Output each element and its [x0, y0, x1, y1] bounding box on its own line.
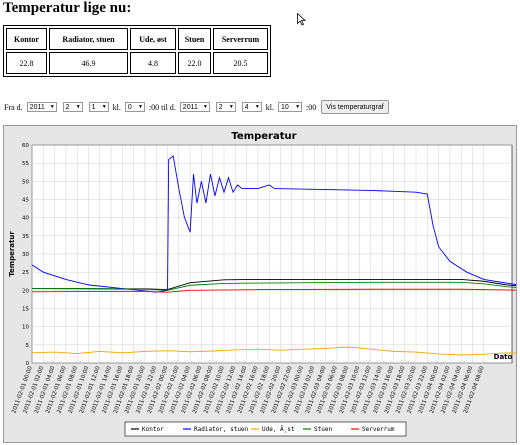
y-axis-label: Temperatur — [8, 231, 16, 277]
y-tick-label: 10 — [22, 325, 29, 331]
to-kl-label: kl. — [265, 102, 275, 112]
to-day-select[interactable]: 4 ▼ — [241, 102, 262, 112]
value-ude: 4.8 — [130, 52, 176, 74]
y-tick-label: 60 — [22, 143, 29, 149]
col-header-stuen: Stuen — [178, 28, 211, 50]
from-year-select[interactable]: 2011 ▼ — [26, 102, 57, 112]
chevron-down-icon: ▼ — [254, 104, 260, 110]
y-tick-label: 20 — [22, 288, 29, 294]
legend-label-3: Stuen — [314, 426, 332, 433]
y-tick-label: 25 — [22, 270, 29, 276]
series-line-1 — [31, 155, 516, 293]
y-tick-label: 30 — [22, 252, 29, 258]
value-stuen: 22.0 — [178, 52, 211, 74]
series-line-3 — [31, 281, 516, 291]
from-day-select[interactable]: 1 ▼ — [88, 102, 109, 112]
y-tick-label: 55 — [22, 161, 29, 167]
legend-label-1: Radiator, stuen — [194, 426, 249, 433]
series-line-0 — [32, 278, 516, 291]
legend-label-0: Kontor — [142, 426, 164, 433]
legend-label-4: Serverrum — [362, 426, 395, 433]
page-heading: Temperatur lige nu: — [3, 0, 132, 16]
chevron-down-icon: ▼ — [75, 104, 81, 110]
legend-label-2: Ude, Ã¸st — [262, 426, 295, 433]
to-label: :00 til d. — [148, 102, 176, 112]
date-range-form: Fra d. 2011 ▼ 2 ▼ 1 ▼ kl. 0 ▼ :00 til d. 201… — [3, 100, 389, 114]
value-radiator: 46.9 — [49, 52, 128, 74]
x-axis-label: Dato — [494, 353, 513, 361]
col-header-kontor: Kontor — [6, 28, 47, 50]
show-graph-button[interactable]: Vis temperaturgraf — [321, 100, 389, 114]
chevron-down-icon: ▼ — [295, 104, 301, 110]
y-tick-label: 0 — [26, 361, 30, 367]
table-header-row: Kontor Radiator, stuen Ude, øst Stuen Se… — [6, 28, 268, 50]
series-line-4 — [31, 288, 516, 293]
chevron-down-icon: ▼ — [202, 104, 208, 110]
from-label: Fra d. — [4, 102, 23, 112]
to-year-select[interactable]: 2011 ▼ — [179, 102, 210, 112]
col-header-ude: Ude, øst — [130, 28, 176, 50]
to-month-select[interactable]: 2 ▼ — [215, 102, 236, 112]
from-month-select[interactable]: 2 ▼ — [62, 102, 83, 112]
current-temperature-table: Kontor Radiator, stuen Ude, øst Stuen Se… — [3, 25, 271, 77]
chart-legend — [124, 421, 407, 437]
series-line-2 — [31, 346, 516, 356]
value-serverrum: 20.5 — [213, 52, 268, 74]
to-hour-select[interactable]: 10 ▼ — [278, 102, 303, 112]
from-hour-select[interactable]: 0 ▼ — [124, 102, 145, 112]
y-tick-label: 5 — [26, 343, 30, 349]
end-label: :00 — [306, 102, 317, 112]
value-kontor: 22.8 — [6, 52, 47, 74]
chart-title: Temperatur — [231, 131, 296, 142]
mouse-pointer-icon — [297, 13, 306, 26]
y-tick-label: 35 — [22, 234, 29, 240]
chevron-down-icon: ▼ — [101, 104, 107, 110]
y-tick-label: 15 — [22, 307, 29, 313]
col-header-serverrum: Serverrum — [213, 28, 268, 50]
table-row: 22.8 46.9 4.8 22.0 20.5 — [6, 52, 268, 74]
y-tick-label: 50 — [22, 179, 29, 185]
from-kl-label: kl. — [112, 102, 121, 112]
y-tick-label: 45 — [22, 198, 29, 204]
y-tick-label: 40 — [22, 216, 29, 222]
col-header-radiator: Radiator, stuen — [49, 28, 128, 50]
chevron-down-icon: ▼ — [49, 104, 55, 110]
chevron-down-icon: ▼ — [137, 104, 143, 110]
temperature-chart: Temperatur 0 5 10 15 20 25 30 35 40 45 50 55 60 2011-0… — [3, 125, 517, 443]
chevron-down-icon: ▼ — [228, 104, 234, 110]
chart-canvas: Temperatur0510152025303540455055602011-0… — [8, 131, 516, 437]
